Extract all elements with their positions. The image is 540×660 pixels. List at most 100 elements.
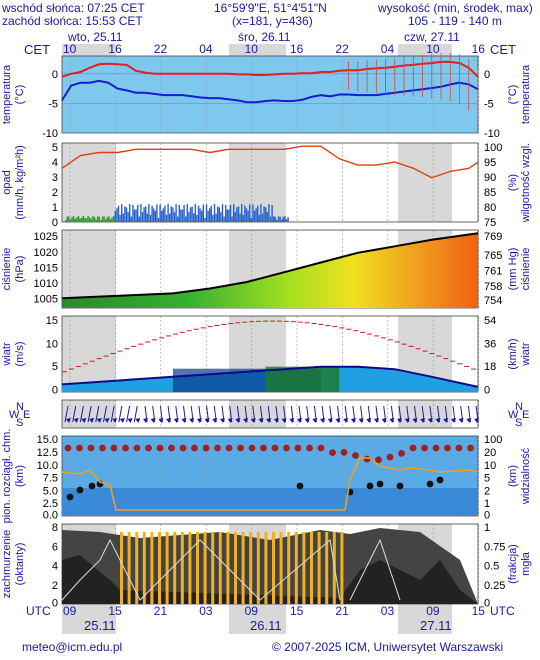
wind-arrow-head (243, 418, 249, 423)
y-tick-left: 2 (52, 580, 58, 592)
precip-bar (181, 209, 184, 222)
night-band (62, 400, 116, 428)
precip-bar (277, 216, 280, 222)
precip-bar (279, 216, 281, 222)
cloud-thickness-dot (76, 486, 84, 494)
precip-bar (69, 219, 72, 222)
fog-bar (310, 532, 313, 604)
visibility-dot (352, 452, 359, 459)
y-tick-left: 8 (52, 522, 58, 534)
visibility-dot (99, 444, 106, 452)
wind-arrow-head (143, 418, 148, 423)
compass-letter: S (16, 417, 23, 429)
precip-bar (255, 208, 257, 222)
wind-arrow-head (235, 418, 241, 423)
wind-strongest-area (265, 366, 340, 392)
precip-bar (205, 204, 208, 222)
y-tick-left: 7.5 (43, 473, 58, 485)
cloud-thickness-dot (296, 482, 304, 490)
night-band (398, 143, 452, 222)
cloud-thickness-dot (436, 476, 444, 484)
hour-top: 10 (244, 42, 258, 56)
precip-bar (105, 219, 107, 222)
precip-bar (217, 206, 219, 222)
wind-arrow-head (212, 418, 218, 423)
visibility-dot (260, 444, 267, 452)
visibility-dot (64, 444, 72, 452)
precip-bar (261, 213, 264, 222)
visibility-dot (409, 444, 417, 452)
precip-bar (109, 218, 112, 222)
fog-bar (241, 532, 245, 604)
wind-arrow-head (166, 418, 172, 423)
night-band (398, 400, 452, 428)
day-bottom-2: 26.11 (250, 618, 282, 633)
clouds-axis-label-left: (oktanty) (14, 543, 26, 586)
coords-text: 16°59'9"E, 51°4'51"N (214, 1, 327, 15)
wind-arrow (87, 405, 92, 423)
y-tick-right: 10 (484, 460, 496, 472)
visibility-dot (168, 444, 175, 452)
wind-arrow-head (96, 418, 102, 423)
y-tick-right: -10 (484, 128, 500, 140)
precip-bar (103, 216, 105, 222)
fog-bar (158, 532, 161, 604)
precip-bar (265, 207, 267, 222)
y-tick-left: 0 (52, 597, 58, 609)
fog-bar (196, 532, 199, 604)
y-tick-left: 5 (52, 361, 58, 373)
y-tick-right: 0 (484, 509, 490, 521)
precip-bar (193, 213, 195, 222)
wind-arrow (64, 405, 69, 423)
wind-arrow-head (412, 418, 418, 423)
visibility-dot (76, 444, 83, 452)
footer-email[interactable]: meteo@icm.edu.pl (22, 640, 123, 654)
cloud-line (61, 538, 401, 601)
bottom-band (398, 604, 452, 634)
precip-bar (237, 206, 240, 222)
y-tick-left: 2.5 (43, 498, 58, 510)
precip-bar (245, 208, 248, 222)
wind-arrow-head (335, 418, 341, 423)
precip-bar (282, 216, 284, 222)
wind-arrow-head (66, 418, 71, 423)
precip-bar (114, 210, 116, 222)
y-tick-right: -5 (484, 98, 494, 110)
day-label-3: czw, 27.11 (404, 30, 460, 44)
visibility-axis-label-right: (km) (507, 465, 519, 487)
fog-bar (279, 532, 283, 604)
footer-copyright: © 2007-2025 ICM, Uniwersytet Warszawski (272, 640, 504, 654)
wind-arrow-head (474, 418, 480, 423)
precip-bar (97, 216, 99, 222)
y-tick-right: 100 (484, 434, 502, 446)
hour-top: 10 (426, 42, 440, 56)
wind-arrow-head (73, 418, 79, 423)
y-tick-left: 0.0 (43, 509, 58, 521)
precip-bar (250, 217, 252, 222)
precip-bar (135, 209, 137, 222)
visibility-dot (421, 444, 428, 452)
wind-arrow-head (196, 418, 202, 423)
precip-bar (77, 216, 80, 222)
precip-bar (161, 210, 163, 222)
fog-bar (249, 532, 253, 604)
wind-arrow-head (158, 418, 164, 423)
wind-arrow (103, 405, 107, 423)
wind-arrow-head (320, 418, 326, 423)
y-tick-left: 1015 (34, 262, 58, 274)
precip-bar (252, 204, 254, 222)
temperature-line (61, 60, 479, 78)
wind-arrow-head (420, 418, 426, 423)
compass-letter: W (9, 409, 20, 421)
precip-bar (215, 213, 217, 222)
visibility-line (61, 457, 479, 511)
y-tick-left: 0 (52, 217, 58, 229)
y-tick-left: -10 (42, 128, 58, 140)
precip-bar (90, 218, 92, 222)
wind-arrow-head (89, 418, 95, 423)
wind-arrow-head (304, 418, 310, 423)
precip-bar (202, 204, 204, 222)
wind-arrow-head (443, 418, 449, 423)
y-tick-right: 5 (484, 473, 490, 485)
fog-bar (287, 532, 291, 604)
